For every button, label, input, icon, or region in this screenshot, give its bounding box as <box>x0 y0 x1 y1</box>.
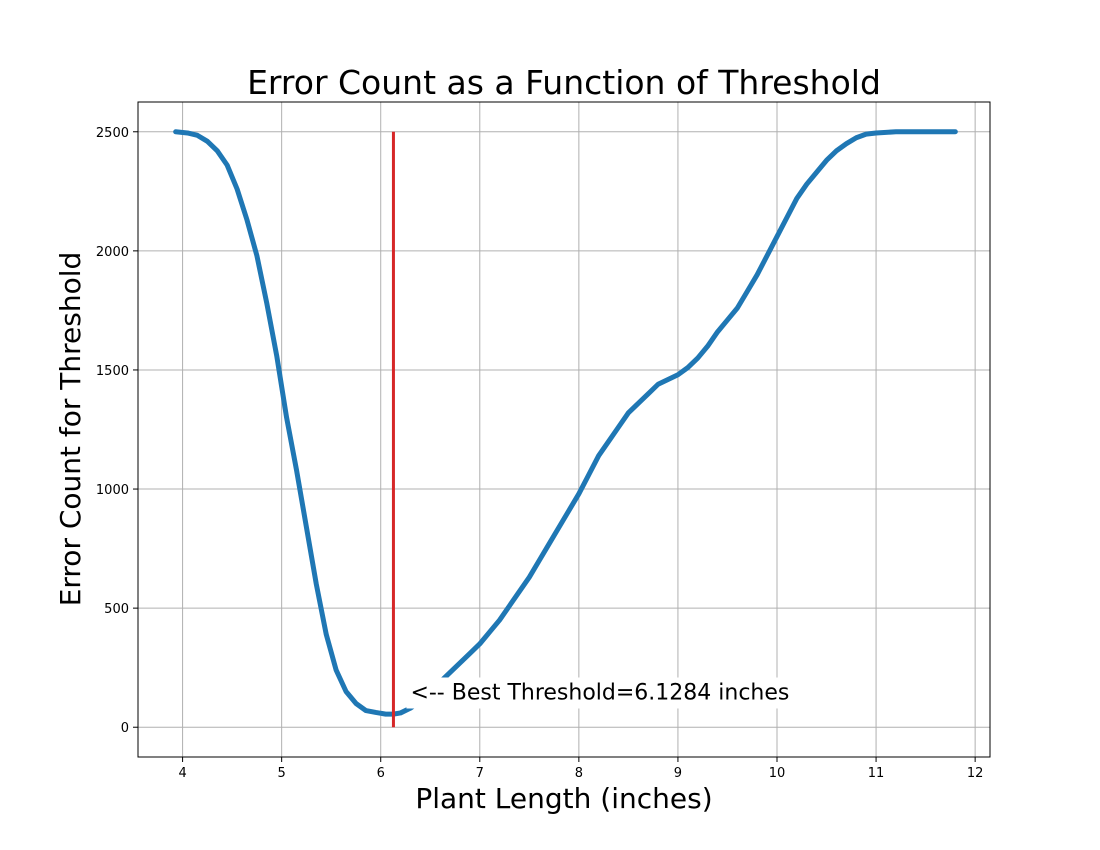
y-tick-label: 500 <box>104 602 129 617</box>
x-tick-label: 9 <box>674 766 682 781</box>
annotation-background <box>406 677 794 709</box>
plot-frame <box>137 101 991 758</box>
x-axis: 4 5 6 7 8 9 10 11 12 <box>178 757 983 781</box>
y-tick-label: 1500 <box>96 364 129 379</box>
chart-title: Error Count as a Function of Threshold <box>247 63 881 102</box>
best-threshold-annotation: <-- Best Threshold=6.1284 inches <box>410 681 789 706</box>
y-tick-label: 1000 <box>96 483 129 498</box>
error-count-line <box>173 129 958 717</box>
y-axis: 0 500 1000 1500 2000 2500 <box>96 126 138 736</box>
y-tick-label: 2500 <box>96 126 129 141</box>
y-tick-label: 2000 <box>96 245 129 260</box>
x-tick-label: 11 <box>868 766 885 781</box>
series-layer <box>173 129 958 717</box>
x-tick-label: 12 <box>967 766 984 781</box>
x-tick-label: 4 <box>178 766 186 781</box>
grid-lines <box>138 102 990 757</box>
x-tick-label: 7 <box>476 766 484 781</box>
y-tick-label: 0 <box>121 721 129 736</box>
x-axis-label: Plant Length (inches) <box>415 782 712 815</box>
x-tick-label: 10 <box>769 766 786 781</box>
y-axis-label: Error Count for Threshold <box>54 252 87 607</box>
x-tick-label: 5 <box>278 766 286 781</box>
plot-area: <-- Best Threshold=6.1284 inches <box>137 101 991 758</box>
x-tick-label: 8 <box>575 766 583 781</box>
x-tick-label: 6 <box>377 766 385 781</box>
